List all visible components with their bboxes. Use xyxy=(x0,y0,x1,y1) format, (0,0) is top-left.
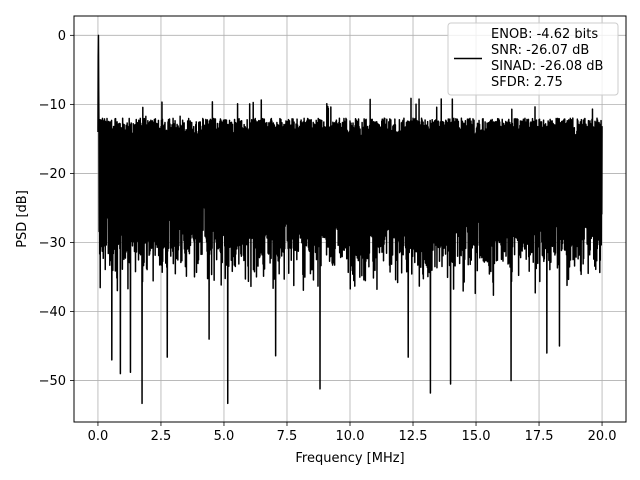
y-tick-label: −40 xyxy=(39,305,66,320)
legend-sfdr: SFDR: 2.75 xyxy=(491,75,563,90)
legend-box xyxy=(447,22,619,96)
y-tick-label: −20 xyxy=(39,167,66,182)
x-axis-ticks: 0.0 2.5 5.0 7.5 10.0 12.5 15.0 17.5 20.0 xyxy=(88,422,617,444)
x-tick-label: 7.5 xyxy=(277,429,298,444)
y-tick-label: −50 xyxy=(39,374,66,389)
psd-series-line xyxy=(97,34,603,405)
x-tick-label: 0.0 xyxy=(88,429,109,444)
x-tick-label: 5.0 xyxy=(214,429,235,444)
x-tick-label: 15.0 xyxy=(462,429,491,444)
x-tick-label: 17.5 xyxy=(525,429,554,444)
legend-snr: SNR: -26.07 dB xyxy=(491,43,589,58)
x-tick-label: 10.0 xyxy=(336,429,365,444)
x-tick-label: 12.5 xyxy=(399,429,428,444)
y-tick-label: 0 xyxy=(58,29,66,44)
y-axis-label: PSD [dB] xyxy=(15,190,30,248)
legend: ENOB: -4.62 bits SNR: -26.07 dB SINAD: -… xyxy=(447,22,619,96)
y-axis-ticks: 0 −10 −20 −30 −40 −50 xyxy=(39,29,74,389)
x-tick-label: 20.0 xyxy=(588,429,617,444)
y-tick-label: −10 xyxy=(39,98,66,113)
x-axis-label: Frequency [MHz] xyxy=(295,451,404,466)
legend-enob: ENOB: -4.62 bits xyxy=(491,27,598,42)
legend-sinad: SINAD: -26.08 dB xyxy=(491,59,603,74)
plot-area xyxy=(97,34,603,405)
y-tick-label: −30 xyxy=(39,236,66,251)
x-tick-label: 2.5 xyxy=(151,429,172,444)
